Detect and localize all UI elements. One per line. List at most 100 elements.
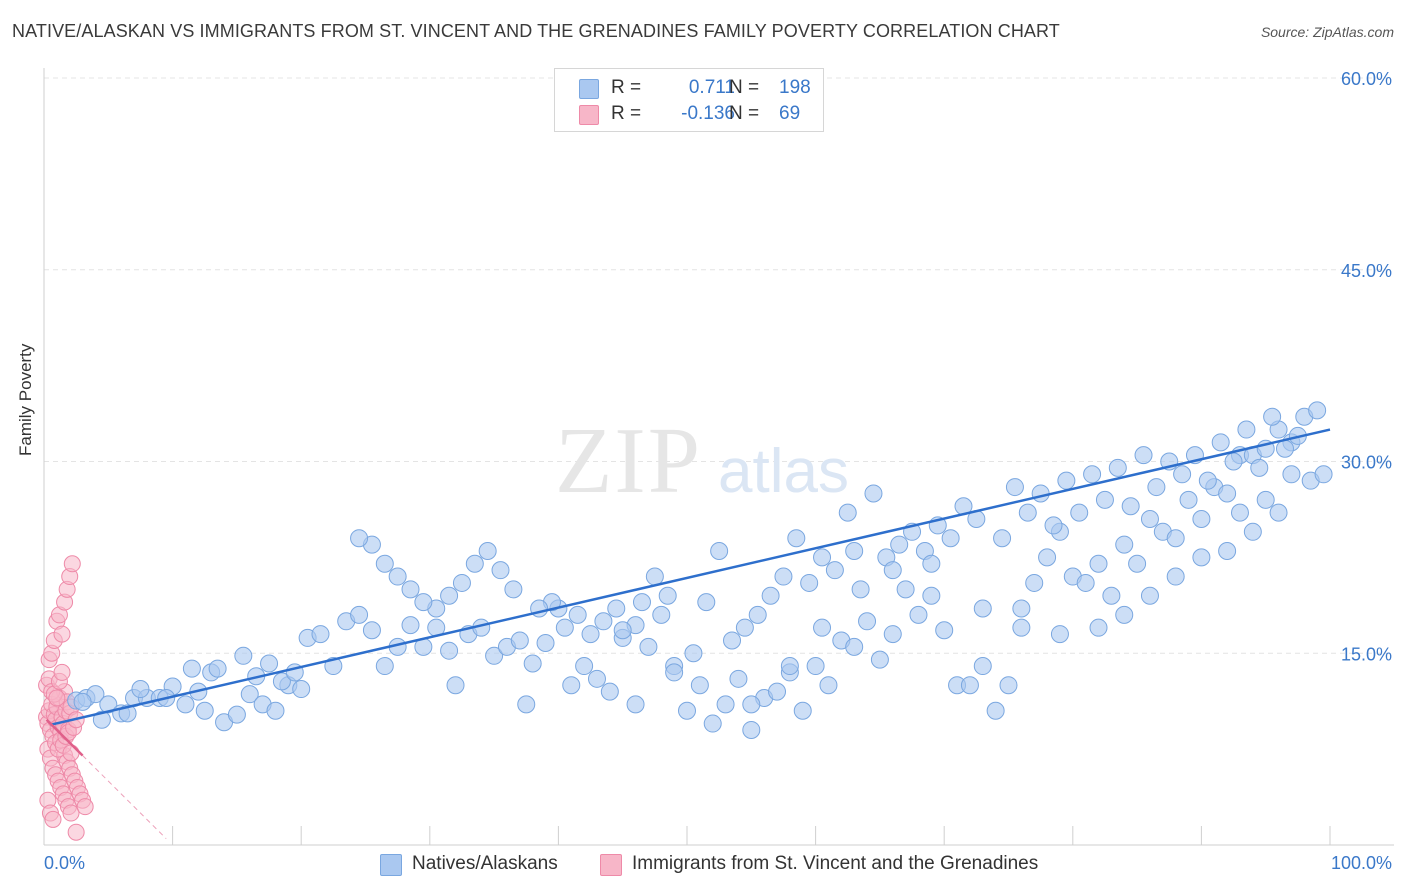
data-point-natives — [272, 672, 291, 691]
data-point-natives — [375, 657, 394, 676]
data-point-natives — [845, 637, 864, 656]
data-point-natives — [1025, 573, 1044, 592]
data-point-natives — [864, 484, 883, 503]
data-point-natives — [768, 682, 787, 701]
series-immigrants-points — [38, 555, 94, 841]
svg-text:atlas: atlas — [718, 437, 849, 506]
data-point-natives — [266, 701, 285, 720]
data-point-natives — [401, 616, 420, 635]
data-point-natives — [1308, 401, 1327, 420]
blue-swatch — [380, 854, 402, 876]
data-point-natives — [1102, 586, 1121, 605]
data-point-natives — [838, 503, 857, 522]
data-point-natives — [909, 605, 928, 624]
data-point-natives — [1057, 471, 1076, 490]
data-point-natives — [292, 680, 311, 699]
data-point-natives — [587, 669, 606, 688]
data-point-natives — [1166, 529, 1185, 548]
trend-line-natives — [50, 428, 1331, 727]
data-point-natives — [1263, 407, 1282, 426]
data-point-natives — [1147, 478, 1166, 497]
data-point-natives — [504, 580, 523, 599]
data-point-natives — [793, 701, 812, 720]
data-point-natives — [645, 567, 664, 586]
data-point-natives — [1166, 567, 1185, 586]
data-point-natives — [1314, 465, 1333, 484]
data-point-natives — [1038, 548, 1057, 567]
data-point-natives — [1243, 522, 1262, 541]
data-point-natives — [690, 676, 709, 695]
data-point-natives — [1095, 490, 1114, 509]
data-point-natives — [440, 586, 459, 605]
data-point-natives — [716, 695, 735, 714]
data-point-natives — [800, 573, 819, 592]
correlation-legend: R = 0.711 N = 198 R = -0.136 N = 69 — [554, 68, 824, 132]
data-point-natives — [562, 676, 581, 695]
data-point-natives — [1198, 471, 1217, 490]
pink-swatch — [600, 854, 622, 876]
data-point-natives — [748, 605, 767, 624]
data-point-natives — [1012, 599, 1031, 618]
data-point-natives — [703, 714, 722, 733]
data-point-natives — [845, 541, 864, 560]
data-point-natives — [131, 680, 150, 699]
data-point-natives — [1256, 490, 1275, 509]
data-point-immigrants — [62, 744, 80, 762]
data-point-immigrants — [76, 798, 94, 816]
data-point-natives — [73, 692, 92, 711]
data-point-natives — [607, 599, 626, 618]
r-label: R = — [611, 77, 642, 98]
data-point-natives — [883, 561, 902, 580]
data-point-natives — [414, 593, 433, 612]
trend-line-immigrants — [45, 718, 84, 757]
data-point-natives — [613, 621, 632, 640]
data-point-natives — [941, 529, 960, 548]
n-label: N = — [729, 103, 760, 124]
data-point-natives — [1282, 465, 1301, 484]
data-point-natives — [1050, 625, 1069, 644]
data-point-natives — [594, 612, 613, 631]
r-label: R = — [611, 103, 642, 124]
data-point-natives — [870, 650, 889, 669]
data-point-natives — [1269, 503, 1288, 522]
data-point-natives — [825, 561, 844, 580]
data-point-immigrants — [48, 689, 66, 707]
data-point-natives — [401, 580, 420, 599]
data-point-natives — [1192, 510, 1211, 529]
data-point-natives — [452, 573, 471, 592]
data-point-natives — [1031, 484, 1050, 503]
data-point-natives — [665, 663, 684, 682]
data-point-natives — [375, 554, 394, 573]
data-point-natives — [600, 682, 619, 701]
data-point-natives — [1005, 478, 1024, 497]
data-point-natives — [1115, 535, 1134, 554]
data-point-natives — [710, 541, 729, 560]
data-point-natives — [1192, 548, 1211, 567]
data-point-natives — [1108, 458, 1127, 477]
data-point-natives — [234, 646, 253, 665]
y-tick-label: 30.0% — [1341, 453, 1392, 473]
data-point-natives — [478, 541, 497, 560]
data-point-natives — [555, 618, 574, 637]
data-point-natives — [639, 637, 658, 656]
chart-title: NATIVE/ALASKAN VS IMMIGRANTS FROM ST. VI… — [12, 21, 1060, 41]
data-point-immigrants — [53, 625, 71, 643]
data-point-natives — [883, 625, 902, 644]
data-point-natives — [1237, 420, 1256, 439]
data-point-natives — [1076, 573, 1095, 592]
data-point-natives — [999, 676, 1018, 695]
data-point-natives — [729, 669, 748, 688]
data-point-natives — [465, 554, 484, 573]
data-point-immigrants — [44, 810, 62, 828]
svg-text:ZIP: ZIP — [555, 409, 702, 513]
trend-line-immigrants-extension — [82, 755, 167, 839]
data-point-natives — [973, 599, 992, 618]
r-value: 0.711 — [688, 77, 735, 98]
data-point-natives — [1218, 541, 1237, 560]
data-point-natives — [1211, 433, 1230, 452]
data-point-natives — [581, 625, 600, 644]
data-point-natives — [935, 621, 954, 640]
data-point-natives — [176, 695, 195, 714]
data-point-natives — [697, 593, 716, 612]
n-value: 198 — [779, 77, 811, 98]
